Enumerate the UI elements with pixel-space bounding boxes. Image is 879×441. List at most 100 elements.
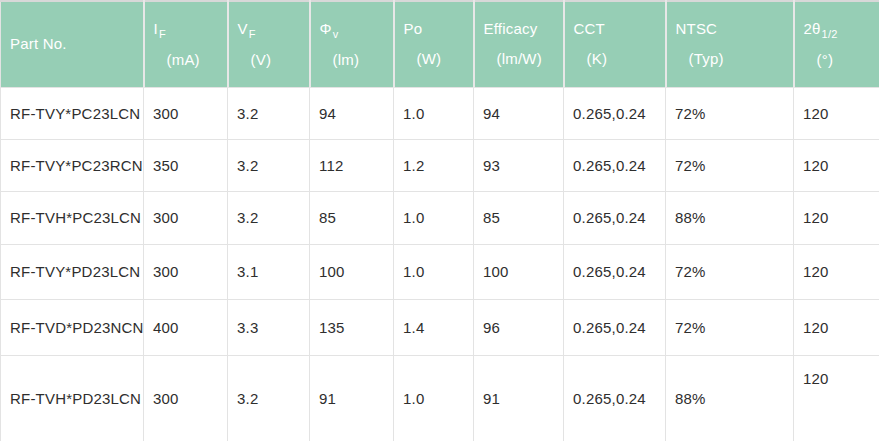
header-cell-if: IF(mA) bbox=[144, 1, 228, 87]
cell-vf: 3.1 bbox=[228, 244, 310, 299]
cell-angle: 120 bbox=[794, 139, 879, 191]
column-title: Φv bbox=[311, 14, 393, 45]
column-label: Po bbox=[404, 20, 423, 37]
cell-efficacy: 96 bbox=[474, 299, 564, 355]
cell-ntsc: 72% bbox=[666, 87, 794, 139]
column-label: NTSC bbox=[676, 20, 718, 37]
column-title: 2θ1/2 bbox=[795, 14, 879, 45]
table-row: RF-TVH*PD23LCN3003.2911.0910.265,0.2488%… bbox=[1, 355, 879, 441]
cell-cct: 0.265,0.24 bbox=[564, 244, 666, 299]
cell-po: 1.0 bbox=[394, 191, 474, 244]
column-label-subscript: v bbox=[333, 28, 339, 40]
column-title: Efficacy bbox=[475, 14, 563, 44]
column-unit: (lm/W) bbox=[475, 44, 563, 74]
cell-po: 1.0 bbox=[394, 87, 474, 139]
column-title: CCT bbox=[565, 14, 665, 44]
cell-po: 1.0 bbox=[394, 355, 474, 441]
header-cell-efficacy: Efficacy (lm/W) bbox=[474, 1, 564, 87]
cell-phi-v: 85 bbox=[310, 191, 394, 244]
column-unit: (Typ) bbox=[667, 44, 793, 74]
cell-efficacy: 100 bbox=[474, 244, 564, 299]
cell-po: 1.4 bbox=[394, 299, 474, 355]
column-unit: (V) bbox=[229, 45, 309, 75]
table-row: RF-TVD*PD23NCN4003.31351.4960.265,0.2472… bbox=[1, 299, 879, 355]
cell-ntsc: 72% bbox=[666, 244, 794, 299]
column-label: I bbox=[154, 20, 158, 37]
cell-efficacy: 85 bbox=[474, 191, 564, 244]
cell-if: 300 bbox=[144, 87, 228, 139]
column-title: NTSC bbox=[667, 14, 793, 44]
cell-vf: 3.2 bbox=[228, 191, 310, 244]
column-unit: (lm) bbox=[311, 45, 393, 75]
cell-angle: 120 bbox=[794, 87, 879, 139]
cell-cct: 0.265,0.24 bbox=[564, 299, 666, 355]
led-spec-table: Part No.IF(mA)VF(V)Φv(lm)Po(W)Efficacy(l… bbox=[0, 0, 879, 441]
cell-part-no: RF-TVY*PC23LCN bbox=[1, 87, 144, 139]
cell-phi-v: 100 bbox=[310, 244, 394, 299]
header-cell-vf: VF(V) bbox=[228, 1, 310, 87]
cell-angle: 120 bbox=[794, 355, 879, 441]
cell-cct: 0.265,0.24 bbox=[564, 355, 666, 441]
cell-if: 300 bbox=[144, 244, 228, 299]
table-body: RF-TVY*PC23LCN3003.2941.0940.265,0.2472%… bbox=[1, 87, 879, 441]
cell-cct: 0.265,0.24 bbox=[564, 191, 666, 244]
column-label: V bbox=[238, 20, 248, 37]
cell-efficacy: 93 bbox=[474, 139, 564, 191]
cell-phi-v: 112 bbox=[310, 139, 394, 191]
column-title: Po bbox=[395, 14, 473, 44]
page: Part No.IF(mA)VF(V)Φv(lm)Po(W)Efficacy(l… bbox=[0, 0, 879, 441]
column-label-subscript: 1/2 bbox=[822, 28, 838, 40]
cell-vf: 3.2 bbox=[228, 139, 310, 191]
cell-part-no: RF-TVH*PD23LCN bbox=[1, 355, 144, 441]
cell-vf: 3.3 bbox=[228, 299, 310, 355]
header-cell-cct: CCT (K) bbox=[564, 1, 666, 87]
table-row: RF-TVY*PC23RCN3503.21121.2930.265,0.2472… bbox=[1, 139, 879, 191]
table-header: Part No.IF(mA)VF(V)Φv(lm)Po(W)Efficacy(l… bbox=[1, 1, 879, 87]
cell-ntsc: 88% bbox=[666, 191, 794, 244]
column-label: Part No. bbox=[10, 35, 67, 52]
table-row: RF-TVY*PD23LCN3003.11001.01000.265,0.247… bbox=[1, 244, 879, 299]
cell-if: 300 bbox=[144, 191, 228, 244]
cell-angle: 120 bbox=[794, 299, 879, 355]
header-cell-part-no: Part No. bbox=[1, 1, 144, 87]
cell-phi-v: 91 bbox=[310, 355, 394, 441]
column-label: 2θ bbox=[804, 20, 821, 37]
header-cell-po: Po (W) bbox=[394, 1, 474, 87]
cell-part-no: RF-TVY*PD23LCN bbox=[1, 244, 144, 299]
cell-ntsc: 88% bbox=[666, 355, 794, 441]
cell-cct: 0.265,0.24 bbox=[564, 139, 666, 191]
column-unit: (K) bbox=[565, 44, 665, 74]
column-unit: (mA) bbox=[145, 45, 227, 75]
cell-ntsc: 72% bbox=[666, 139, 794, 191]
cell-efficacy: 91 bbox=[474, 355, 564, 441]
cell-angle: 120 bbox=[794, 191, 879, 244]
column-title: VF bbox=[229, 14, 309, 45]
header-cell-ntsc: NTSC (Typ) bbox=[666, 1, 794, 87]
cell-if: 300 bbox=[144, 355, 228, 441]
cell-po: 1.2 bbox=[394, 139, 474, 191]
column-title: Part No. bbox=[1, 29, 143, 59]
cell-vf: 3.2 bbox=[228, 355, 310, 441]
column-label: Φ bbox=[320, 20, 332, 37]
column-label: Efficacy bbox=[484, 20, 538, 37]
cell-if: 400 bbox=[144, 299, 228, 355]
cell-cct: 0.265,0.24 bbox=[564, 87, 666, 139]
header-row: Part No.IF(mA)VF(V)Φv(lm)Po(W)Efficacy(l… bbox=[1, 1, 879, 87]
cell-ntsc: 72% bbox=[666, 299, 794, 355]
cell-part-no: RF-TVH*PC23LCN bbox=[1, 191, 144, 244]
cell-po: 1.0 bbox=[394, 244, 474, 299]
table-row: RF-TVH*PC23LCN3003.2851.0850.265,0.2488%… bbox=[1, 191, 879, 244]
column-unit: (W) bbox=[395, 44, 473, 74]
cell-if: 350 bbox=[144, 139, 228, 191]
cell-phi-v: 94 bbox=[310, 87, 394, 139]
column-unit: (°) bbox=[795, 45, 879, 75]
cell-phi-v: 135 bbox=[310, 299, 394, 355]
header-cell-phi-v: Φv(lm) bbox=[310, 1, 394, 87]
column-title: IF bbox=[145, 14, 227, 45]
header-cell-angle: 2θ1/2(°) bbox=[794, 1, 879, 87]
table-row: RF-TVY*PC23LCN3003.2941.0940.265,0.2472%… bbox=[1, 87, 879, 139]
cell-efficacy: 94 bbox=[474, 87, 564, 139]
cell-part-no: RF-TVD*PD23NCN bbox=[1, 299, 144, 355]
column-label: CCT bbox=[574, 20, 605, 37]
cell-part-no: RF-TVY*PC23RCN bbox=[1, 139, 144, 191]
